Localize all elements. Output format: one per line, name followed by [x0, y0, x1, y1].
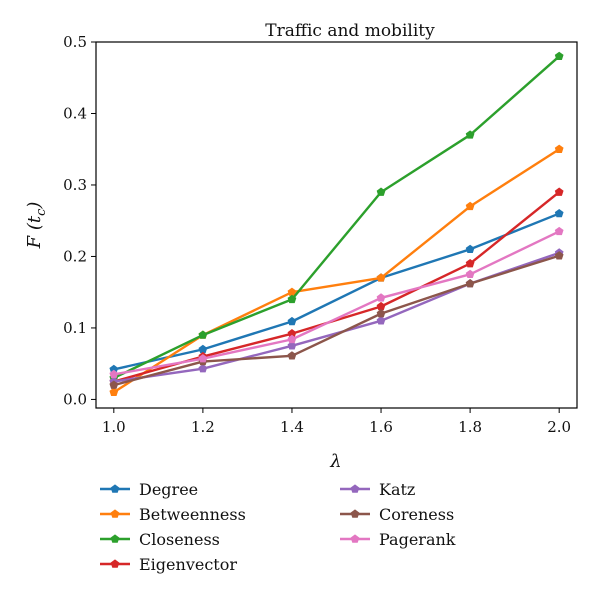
data-point [287, 329, 297, 338]
data-point [376, 316, 386, 325]
legend-label: Degree [139, 480, 198, 499]
data-point [287, 351, 297, 360]
data-point [554, 187, 564, 196]
data-point [109, 364, 119, 374]
y-tick-label: 0.3 [63, 176, 87, 194]
data-point [554, 251, 564, 260]
series-line [113, 212, 560, 371]
legend-label: Eigenvector [139, 555, 237, 574]
data-point [376, 187, 386, 196]
legend-item: Pagerank [340, 530, 456, 549]
data-point [554, 51, 564, 61]
data-point [554, 208, 564, 218]
data-point [376, 309, 386, 318]
data-point [109, 380, 119, 389]
legend: Degree Betweenness Closeness Eigenvector Kat… [100, 480, 456, 574]
data-point [465, 269, 475, 279]
x-tick-label: 1.6 [369, 418, 393, 436]
data-point [287, 334, 297, 344]
x-tick-label: 2.0 [547, 418, 571, 436]
legend-item: Degree [100, 480, 198, 499]
series-line [113, 191, 560, 383]
legend-marker [350, 484, 360, 493]
series-line [113, 254, 560, 387]
x-axis: 1.0 1.2 1.4 1.6 1.8 2.0 [102, 408, 571, 436]
data-point [109, 369, 119, 379]
data-point [376, 273, 386, 282]
data-point [554, 144, 564, 153]
chart-title: Traffic and mobility [265, 21, 435, 41]
legend-label: Closeness [139, 530, 220, 549]
legend-marker [110, 484, 120, 493]
plot-area [109, 51, 564, 396]
data-point [465, 259, 475, 268]
series-pagerank [109, 226, 564, 379]
legend-item: Eigenvector [100, 555, 237, 574]
series-coreness [109, 251, 564, 389]
legend-item: Closeness [100, 530, 220, 549]
legend-marker [110, 509, 120, 518]
data-point [465, 244, 475, 254]
data-point [465, 130, 475, 139]
data-point [198, 330, 208, 339]
data-point [376, 301, 386, 311]
data-point [287, 287, 297, 296]
data-point [465, 201, 475, 211]
legend-marker [350, 509, 360, 518]
data-point [109, 387, 119, 396]
plot-frame [95, 41, 578, 409]
data-point [198, 354, 208, 363]
series-line [113, 148, 560, 394]
legend-item: Betweenness [100, 505, 246, 524]
x-tick-label: 1.8 [458, 418, 482, 436]
legend-label: Pagerank [379, 530, 456, 549]
data-point [287, 294, 297, 304]
data-point [198, 364, 208, 373]
data-point [376, 293, 386, 302]
x-tick-label: 1.2 [191, 418, 215, 436]
y-axis-label-subscript: c [34, 208, 49, 216]
y-axis-label: F (tc) [24, 202, 49, 250]
legend-marker [110, 534, 120, 543]
legend-label: Betweenness [139, 505, 246, 524]
y-axis-label-main: F (t [24, 215, 45, 249]
data-point [287, 341, 297, 350]
data-point [465, 279, 475, 288]
svg-text:F (tc): F (tc) [24, 202, 49, 250]
y-tick-label: 0.2 [63, 247, 87, 265]
legend-item: Katz [340, 480, 415, 499]
x-tick-label: 1.4 [280, 418, 304, 436]
x-axis-label: λ [329, 451, 341, 472]
y-tick-label: 0.0 [63, 390, 87, 408]
y-tick-label: 0.1 [63, 319, 87, 337]
y-axis: 0.0 0.1 0.2 0.3 0.4 0.5 [63, 33, 96, 408]
series-line [113, 230, 560, 376]
legend-label: Katz [379, 480, 415, 499]
series-betweenness [109, 144, 564, 396]
legend-marker [350, 534, 360, 543]
data-point [554, 226, 564, 236]
series-line [113, 55, 560, 380]
data-point [198, 344, 208, 354]
series-closeness [109, 51, 564, 382]
legend-item: Coreness [340, 505, 454, 524]
data-point [287, 316, 297, 326]
x-tick-label: 1.0 [102, 418, 126, 436]
y-axis-label-close: ) [24, 202, 45, 210]
legend-label: Coreness [379, 505, 454, 524]
y-tick-label: 0.5 [63, 33, 87, 51]
legend-marker [110, 559, 120, 568]
y-tick-label: 0.4 [63, 104, 87, 122]
